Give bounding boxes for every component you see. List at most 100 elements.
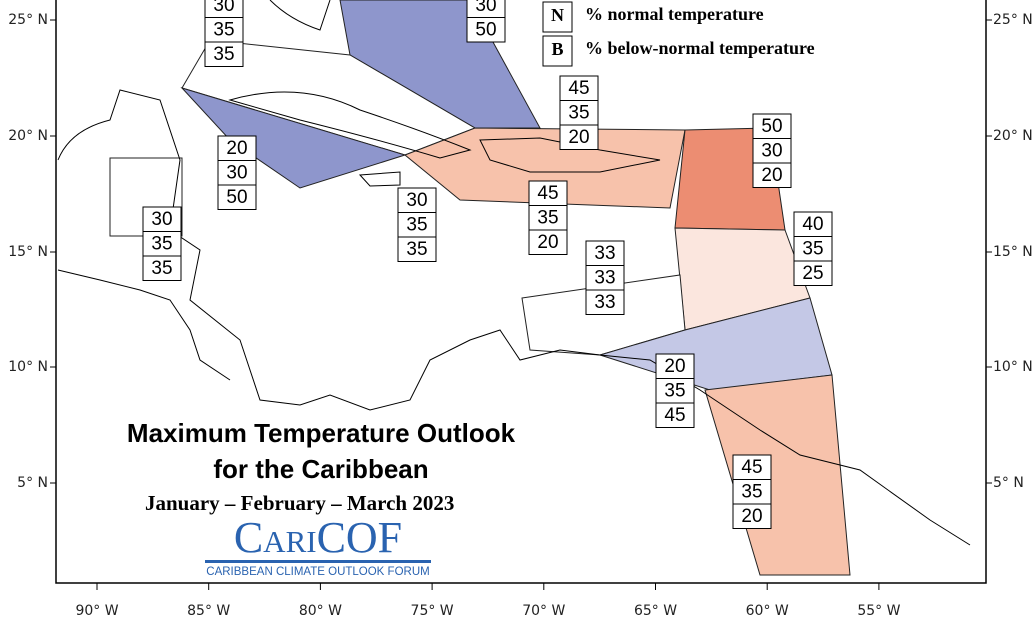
probability-cell [585,240,625,266]
lat-label: 10° N [993,359,1033,375]
probability-value: 40 [802,214,823,235]
probability-value: 35 [406,239,427,260]
probability-value: 30 [406,190,427,211]
probability-cell [204,17,244,43]
probability-value: 20 [664,356,685,377]
probability-value: 25 [802,263,823,284]
coastline [228,91,472,159]
legend-key: B [551,39,563,59]
region-hispaniola [404,127,686,209]
logo-rule [205,560,431,563]
lon-label: 65° W [634,603,677,619]
region-guianas [704,374,851,576]
probability-value: 50 [761,116,782,137]
probability-value: 30 [761,141,782,162]
probability-cell [217,184,257,210]
probability-value: 50 [475,20,496,41]
probability-value: 35 [537,208,558,229]
probability-value: 35 [151,234,172,255]
probability-value: 30 [151,209,172,230]
coastline [57,269,231,381]
map-frame [55,0,987,584]
probability-value: 20 [537,232,558,253]
lon-label: 80° W [299,603,342,619]
probability-value: 35 [213,44,234,65]
probability-cell [142,231,182,257]
coastline [57,89,971,546]
probability-cell [655,378,695,404]
probability-value: 45 [568,78,589,99]
probability-value: 35 [568,103,589,124]
probability-cell [142,206,182,232]
lat-label: 20° N [993,128,1033,144]
lon-label: 60° W [746,603,789,619]
probability-cell [217,160,257,186]
probability-value: 30 [226,163,247,184]
legend-label: % normal temperature [585,4,764,24]
legend-key-box [542,1,573,33]
probability-value: 33 [594,268,615,289]
coastline [479,137,661,173]
probability-value: 35 [406,215,427,236]
probability-cell [466,17,506,43]
lon-label: 85° W [187,603,230,619]
probability-cell [752,162,792,188]
probability-value: 35 [213,20,234,41]
lon-label: 75° W [411,603,454,619]
lon-label: 55° W [857,603,900,619]
lat-label: 25° N [8,12,48,28]
probability-value: 33 [594,292,615,313]
logo-tagline: CARIBBEAN CLIMATE OUTLOOK FORUM [206,566,429,578]
lat-label: 15° N [993,244,1033,260]
probability-cell [732,479,772,505]
probability-cell [793,260,833,286]
probability-value: 35 [741,482,762,503]
probability-cell [559,75,599,101]
probability-value: 30 [213,0,234,16]
probability-cell [559,124,599,150]
lat-label: 5° N [993,475,1024,491]
lon-label: 70° W [522,603,565,619]
probability-value: 45 [537,183,558,204]
probability-value: 20 [761,165,782,186]
probability-cell [732,503,772,529]
probability-value: 35 [151,258,172,279]
lat-label: 20° N [8,128,48,144]
probability-cell [397,212,437,238]
probability-value: 45 [664,405,685,426]
probability-cell [142,255,182,281]
subtitle: January – February – March 2023 [145,491,454,515]
probability-value: 20 [741,506,762,527]
legend-label: % below-normal temperature [585,38,815,58]
lat-label: 15° N [8,244,48,260]
coastlines [57,0,971,546]
probability-value: 50 [226,187,247,208]
probability-cell [655,353,695,379]
region-cayman [180,86,407,189]
logo-name: CariCOF [234,513,402,562]
probability-value: 30 [475,0,496,16]
legend-key: N [551,5,564,25]
probability-cell [655,402,695,428]
probability-value: 45 [741,457,762,478]
legend-key-box [542,35,573,67]
lon-label: 90° W [75,603,118,619]
probability-cell [397,236,437,262]
probability-cell [528,229,568,255]
probability-value: 33 [594,243,615,264]
lat-label: 25° N [993,12,1033,28]
probability-cell [217,135,257,161]
probability-cell [204,41,244,67]
probability-value: 20 [568,127,589,148]
probability-cell [585,265,625,291]
probability-cell [585,289,625,315]
title-line: Maximum Temperature Outlook [127,418,516,448]
lat-label: 10° N [8,359,48,375]
probability-value: 35 [664,381,685,402]
probability-value: 20 [226,138,247,159]
probability-value: 35 [802,239,823,260]
probability-cell [559,100,599,126]
title-line: for the Caribbean [213,454,428,484]
lat-label: 5° N [17,475,48,491]
